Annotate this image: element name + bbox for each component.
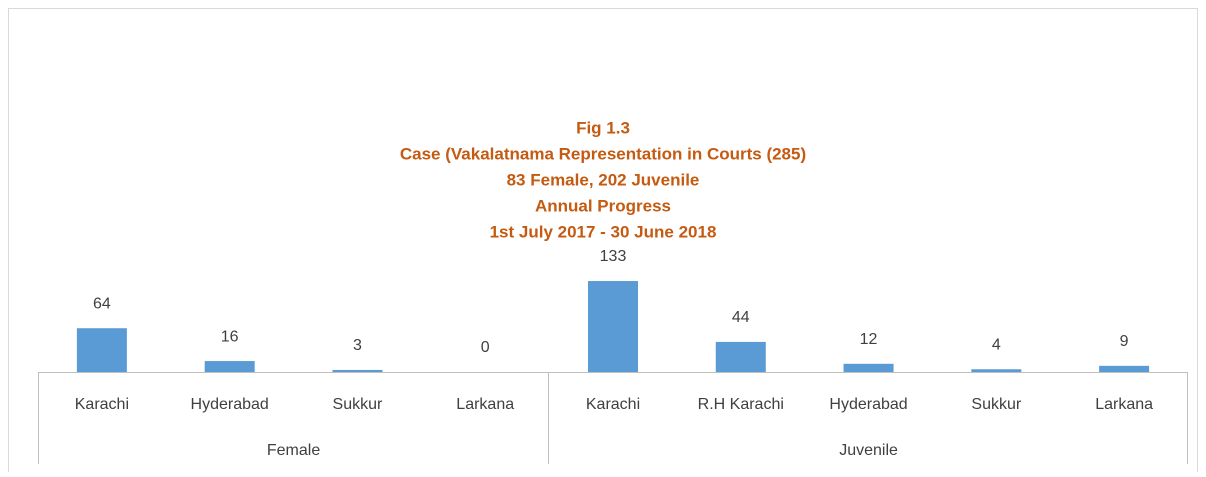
value-label: 133: [600, 248, 627, 265]
bar: [76, 328, 127, 372]
x-tick-label: Sukkur: [333, 396, 383, 413]
chart-title: 83 Female, 202 Juvenile: [507, 170, 700, 189]
value-label: 12: [860, 331, 878, 348]
bar: [971, 369, 1022, 372]
bar: [204, 361, 255, 372]
x-tick-label: Karachi: [75, 396, 129, 413]
chart-title: 1st July 2017 - 30 June 2018: [490, 222, 717, 241]
value-label: 0: [481, 339, 490, 356]
bar: [715, 341, 766, 372]
chart-title: Annual Progress: [535, 196, 671, 215]
group-label: Juvenile: [839, 442, 898, 459]
value-label: 64: [93, 295, 111, 312]
value-label: 4: [992, 336, 1001, 353]
value-label: 9: [1120, 333, 1129, 350]
group-label: Female: [267, 442, 320, 459]
chart-border: [8, 8, 1198, 477]
x-tick-label: Karachi: [586, 396, 640, 413]
value-label: 16: [221, 328, 239, 345]
x-tick-label: Hyderabad: [829, 396, 907, 413]
value-label: 3: [353, 337, 362, 354]
bar: [1099, 365, 1150, 372]
x-tick-label: Larkana: [1095, 396, 1153, 413]
value-label: 44: [732, 309, 750, 326]
chart-title: Fig 1.3: [576, 118, 630, 137]
x-tick-label: Sukkur: [971, 396, 1021, 413]
x-tick-label: Hyderabad: [191, 396, 269, 413]
x-tick-label: Larkana: [456, 396, 514, 413]
bar: [588, 281, 638, 372]
x-tick-label: R.H Karachi: [698, 396, 784, 413]
chart-title: Case (Vakalatnama Representation in Cour…: [400, 144, 806, 163]
bar: [332, 369, 383, 372]
bar: [843, 363, 894, 372]
